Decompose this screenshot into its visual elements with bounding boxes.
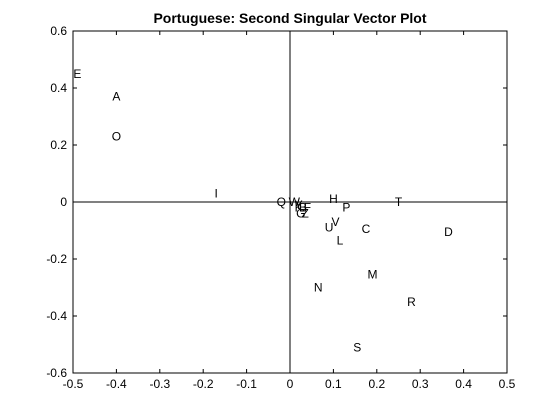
x-tick-label: 0.5: [499, 377, 516, 391]
point-label-v: V: [332, 215, 340, 229]
point-label-b: B: [299, 201, 307, 215]
point-label-z: Z: [302, 206, 309, 220]
point-label-c: C: [362, 222, 371, 236]
point-label-y: Y: [295, 198, 303, 212]
point-label-m: M: [367, 268, 377, 282]
point-label-d: D: [444, 225, 453, 239]
point-label-k: K: [295, 201, 303, 215]
point-label-n: N: [314, 281, 323, 295]
point-label-f: F: [304, 201, 311, 215]
y-tick-label: 0.4: [50, 81, 67, 95]
x-tick-label: -0.4: [106, 377, 127, 391]
x-tick-label: 0.3: [412, 377, 429, 391]
x-tick-label: -0.2: [193, 377, 214, 391]
point-label-r: R: [407, 295, 416, 309]
y-tick-label: -0.4: [46, 309, 67, 323]
y-tick-label: -0.2: [46, 252, 67, 266]
y-tick-label: 0.2: [50, 138, 67, 152]
point-label-t: T: [395, 195, 403, 209]
point-label-o: O: [112, 129, 121, 143]
x-tick-label: -0.1: [236, 377, 257, 391]
point-label-q: Q: [277, 195, 286, 209]
point-label-g: G: [296, 206, 305, 220]
point-label-l: L: [337, 233, 344, 247]
x-tick-label: 0.4: [455, 377, 472, 391]
point-label-h: H: [329, 192, 338, 206]
point-label-s: S: [353, 340, 361, 354]
x-tick-label: -0.5: [63, 377, 84, 391]
point-label-w: W: [289, 195, 301, 209]
y-tick-label: 0.6: [50, 24, 67, 38]
point-label-i: I: [215, 186, 218, 200]
point-label-e: E: [73, 67, 81, 81]
x-axis-ticks: -0.5 -0.4 -0.3 -0.2 -0.1 0 0.1 0.2 0.3 0.4 0.5: [63, 31, 516, 391]
point-label-u: U: [325, 221, 334, 235]
chart-title: Portuguese: Second Singular Vector Plot: [153, 10, 426, 26]
x-tick-label: -0.3: [149, 377, 170, 391]
y-tick-label: -0.6: [46, 366, 67, 380]
y-tick-label: 0: [60, 195, 67, 209]
zero-reference-lines: [73, 31, 507, 373]
point-label-a: A: [112, 90, 120, 104]
x-tick-label: 0: [287, 377, 294, 391]
y-axis-ticks: -0.6 -0.4 -0.2 0 0.2 0.4 0.6: [46, 24, 507, 380]
x-tick-label: 0.2: [368, 377, 385, 391]
point-label-p: P: [342, 201, 350, 215]
x-tick-label: 0.1: [325, 377, 342, 391]
